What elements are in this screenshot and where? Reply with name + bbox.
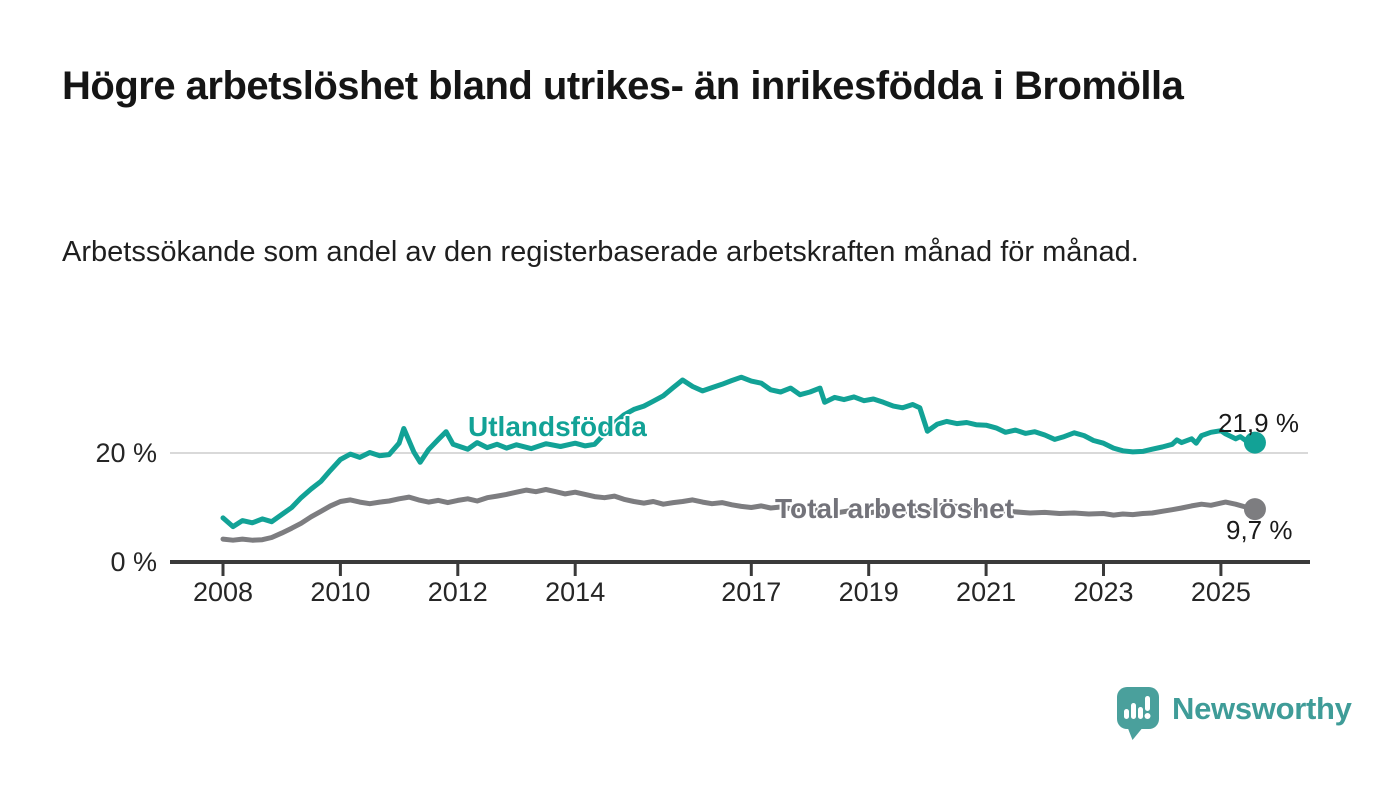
x-axis-label-2017: 2017 bbox=[721, 577, 782, 607]
y-axis-label-20: 20 % bbox=[95, 438, 157, 468]
y-axis-label-0: 0 % bbox=[110, 547, 157, 577]
newsworthy-wordmark: Newsworthy bbox=[1172, 691, 1352, 726]
x-axis-label-2019: 2019 bbox=[838, 577, 899, 607]
end-value-label-total: 9,7 % bbox=[1226, 515, 1293, 545]
end-dot-utlandsfodda bbox=[1243, 431, 1266, 454]
x-axis-label-2012: 2012 bbox=[427, 577, 488, 607]
x-axis-label-2008: 2008 bbox=[192, 577, 254, 607]
x-axis-label-2025: 2025 bbox=[1190, 577, 1251, 607]
x-axis-label-2010: 2010 bbox=[310, 577, 371, 607]
page-subtitle: Arbetssökande som andel av den registerb… bbox=[62, 236, 1139, 268]
x-axis-label-2023: 2023 bbox=[1073, 577, 1134, 607]
series-label-utlandsfodda: Utlandsfödda bbox=[468, 411, 647, 442]
newsworthy-branding: Newsworthy bbox=[1115, 685, 1352, 741]
page-title: Högre arbetslöshet bland utrikes- än inr… bbox=[62, 64, 1184, 108]
line-utlandsfodda bbox=[220, 374, 1258, 530]
x-axis-label-2021: 2021 bbox=[956, 577, 1017, 607]
end-value-label-utlandsfodda: 21,9 % bbox=[1218, 408, 1299, 438]
x-axis-label-2014: 2014 bbox=[545, 577, 606, 607]
end-dot-total-arbetsloshet bbox=[1243, 498, 1266, 521]
series-label-total-arbetsloshet: Total arbetslöshet bbox=[775, 493, 1015, 524]
line-total-arbetsloshet bbox=[220, 487, 1258, 543]
newsworthy-logo-icon bbox=[1117, 687, 1159, 740]
